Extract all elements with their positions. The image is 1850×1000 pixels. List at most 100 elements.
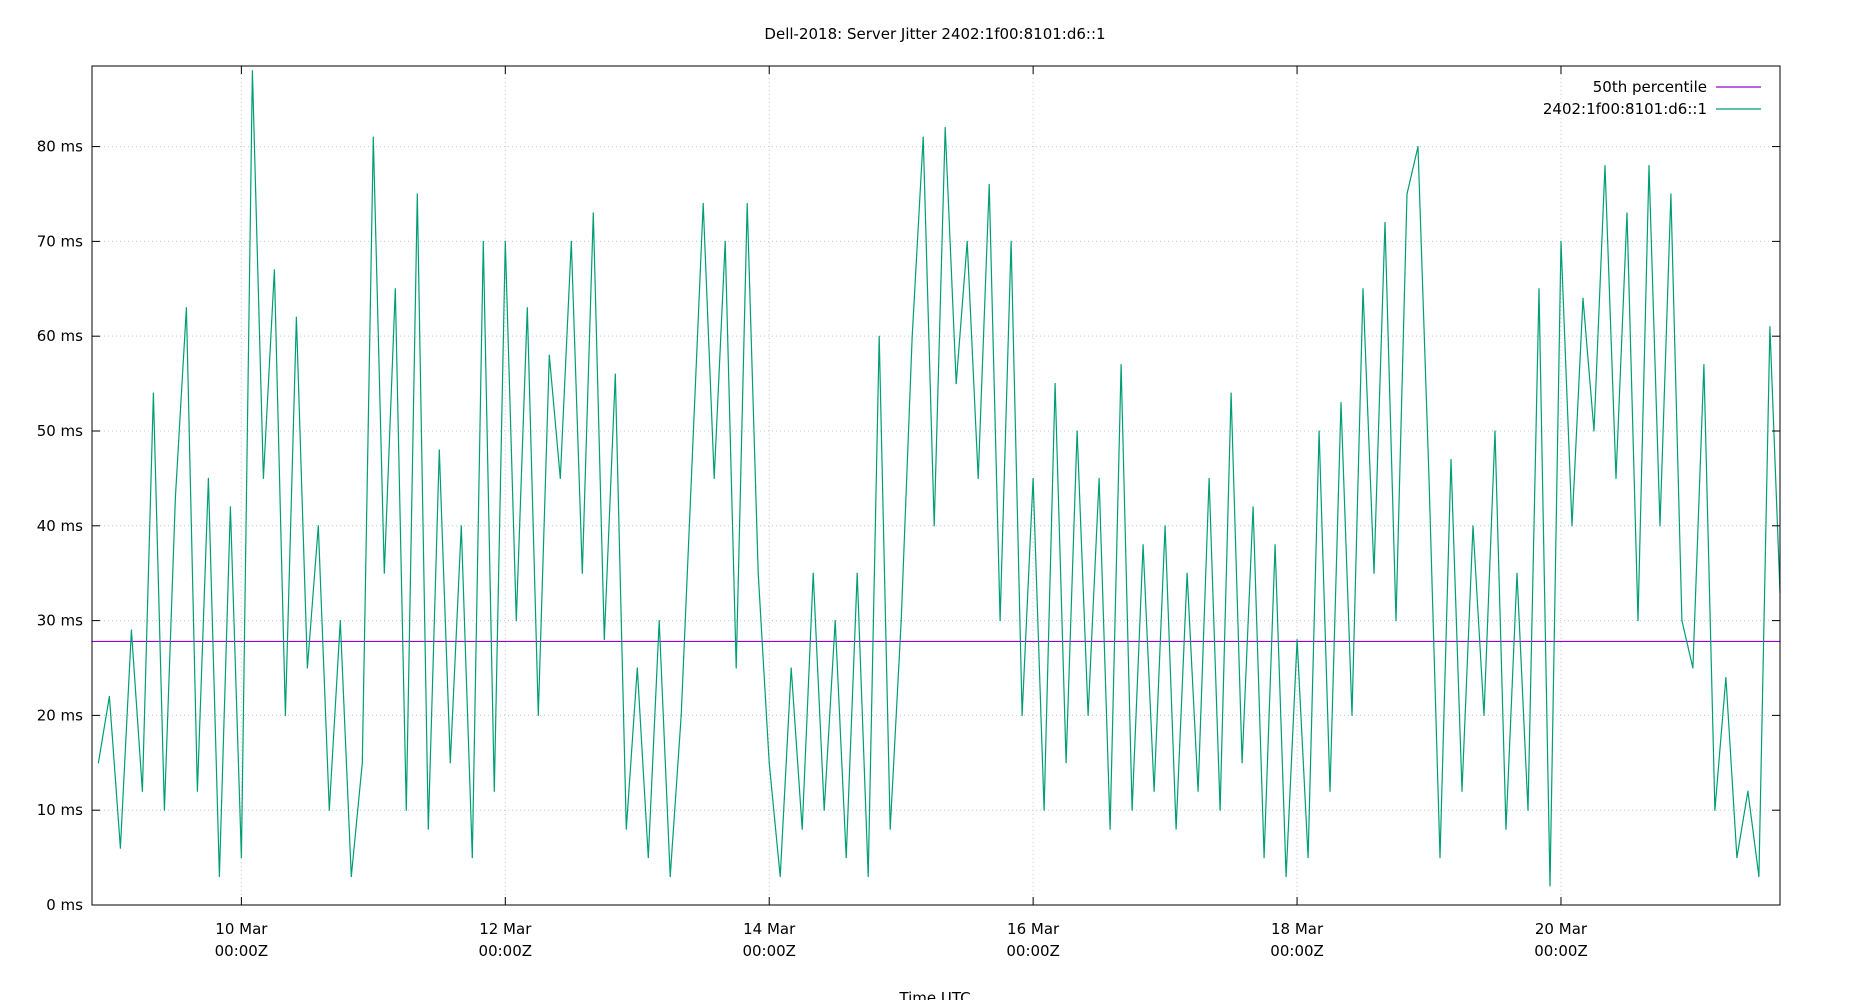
jitter-data-point	[1230, 392, 1232, 394]
x-tick-label: 14 Mar	[743, 920, 796, 938]
jitter-data-point	[801, 828, 803, 830]
jitter-data-point	[1043, 809, 1045, 811]
jitter-data-point	[163, 809, 165, 811]
jitter-data-point	[1692, 667, 1694, 669]
jitter-data-point	[1076, 430, 1078, 432]
jitter-data-point	[1483, 714, 1485, 716]
y-tick-label: 30 ms	[37, 612, 83, 630]
jitter-data-point	[1384, 221, 1386, 224]
jitter-data-point	[1626, 212, 1628, 214]
jitter-data-point	[1549, 885, 1551, 887]
x-tick-label: 16 Mar	[1007, 920, 1060, 938]
jitter-data-point	[1395, 619, 1397, 622]
jitter-data-point	[438, 449, 440, 451]
jitter-data-point	[1241, 762, 1243, 764]
jitter-data-point	[592, 212, 594, 214]
jitter-data-point	[1736, 856, 1738, 859]
jitter-data-point	[284, 714, 286, 716]
jitter-data-point	[1186, 572, 1188, 574]
jitter-data-point	[614, 373, 616, 375]
jitter-data-point	[1670, 193, 1672, 195]
jitter-data-point	[119, 847, 122, 849]
jitter-data-point	[350, 875, 352, 878]
jitter-data-point	[823, 809, 825, 811]
jitter-data-point	[1494, 430, 1496, 432]
y-tick-label: 60 ms	[37, 327, 83, 345]
jitter-data-point	[1362, 288, 1364, 290]
jitter-data-point	[394, 288, 396, 290]
jitter-data-point	[1263, 856, 1265, 859]
y-tick-label: 40 ms	[37, 517, 83, 535]
jitter-data-point	[955, 382, 957, 385]
jitter-data-point	[658, 619, 660, 622]
jitter-data-point	[845, 856, 847, 859]
jitter-data-point	[911, 335, 913, 337]
y-tick-label: 70 ms	[37, 232, 83, 250]
jitter-data-point	[669, 875, 671, 878]
jitter-data-point	[471, 856, 473, 859]
jitter-data-point	[548, 354, 550, 356]
jitter-data-point	[1087, 714, 1089, 716]
jitter-data-point	[262, 477, 264, 479]
jitter-data-point	[1615, 477, 1617, 479]
jitter-data-point	[515, 619, 517, 622]
jitter-data-point	[1758, 875, 1760, 878]
jitter-data-point	[867, 875, 869, 878]
jitter-data-point	[361, 762, 363, 764]
x-tick-label-time: 00:00Z	[1534, 942, 1588, 960]
jitter-data-point	[1472, 525, 1474, 527]
jitter-data-point	[647, 856, 649, 859]
jitter-data-point	[1307, 856, 1309, 859]
jitter-data-point	[1428, 477, 1430, 479]
jitter-data-point	[273, 269, 275, 271]
jitter-data-point	[504, 240, 506, 242]
legend: 50th percentile 2402:1f00:8101:d6::1	[1543, 78, 1761, 118]
jitter-data-point	[1252, 506, 1254, 508]
jitter-data-point	[1747, 790, 1749, 792]
jitter-data-point	[108, 695, 111, 698]
jitter-data-point	[1725, 676, 1727, 679]
jitter-data-point	[603, 638, 605, 641]
jitter-data-point	[1109, 828, 1111, 830]
jitter-data-point	[1274, 544, 1276, 546]
jitter-data-point	[1153, 790, 1155, 792]
jitter-data-point	[1219, 809, 1221, 811]
y-tick-label: 0 ms	[46, 896, 83, 914]
jitter-data-point	[1351, 714, 1353, 716]
jitter-data-point	[559, 477, 561, 479]
x-tick-label-time: 00:00Z	[742, 942, 796, 960]
jitter-data-point	[999, 619, 1001, 622]
jitter-series-line	[97, 70, 1781, 887]
jitter-data-point	[1659, 525, 1661, 527]
jitter-data-point	[1538, 288, 1540, 290]
jitter-data-point	[1021, 714, 1023, 716]
y-tick-label: 10 ms	[37, 801, 83, 819]
jitter-data-point	[625, 828, 627, 830]
jitter-data-point	[449, 762, 451, 764]
x-tick-label: 12 Mar	[479, 920, 532, 938]
jitter-data-point	[922, 136, 924, 138]
jitter-data-point	[680, 714, 682, 716]
jitter-data-point	[306, 667, 308, 669]
jitter-data-point	[933, 525, 935, 527]
jitter-data-point	[1032, 477, 1034, 479]
jitter-data-point	[1681, 619, 1683, 622]
jitter-data-point	[317, 525, 319, 527]
jitter-data-point	[977, 477, 979, 479]
jitter-data-point	[1065, 762, 1067, 764]
jitter-data-point	[1296, 638, 1298, 641]
jitter-data-point	[427, 828, 429, 830]
jitter-data-point	[97, 762, 100, 764]
jitter-data-point	[174, 496, 176, 498]
jitter-data-point	[834, 619, 836, 622]
jitter-data-point	[537, 714, 539, 716]
jitter-data-point	[130, 629, 133, 631]
jitter-data-point	[416, 193, 418, 195]
jitter-data-point	[889, 828, 891, 830]
jitter-data-point	[493, 790, 495, 792]
jitter-data-point	[1197, 790, 1199, 792]
y-tick-label: 50 ms	[37, 422, 83, 440]
jitter-data-point	[691, 458, 693, 461]
jitter-data-point	[636, 667, 638, 669]
jitter-data-point	[339, 619, 341, 622]
